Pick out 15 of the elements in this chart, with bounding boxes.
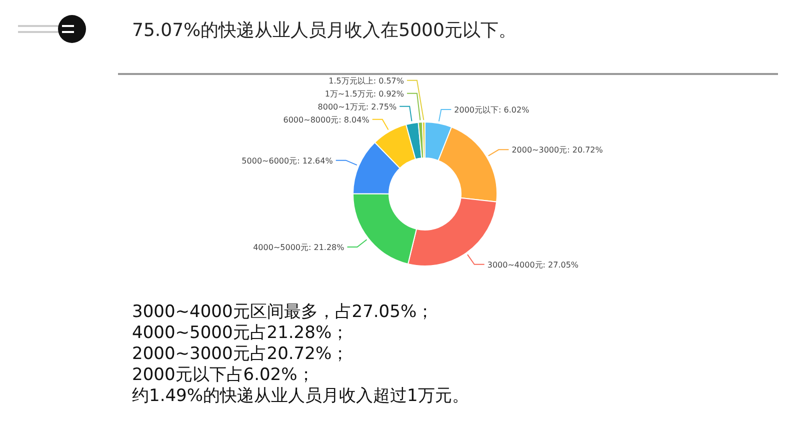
slice-label: 6000~8000元: 8.04% [283, 115, 370, 124]
slice-label: 3000~4000元: 27.05% [487, 260, 579, 270]
text: 3000~4000元区间最多，占27.05%； [132, 302, 434, 322]
chart-title: 75.07%的快递从业人员月收入在5000元以下。 [132, 20, 516, 41]
text: 2000元以下占6.02%； [132, 365, 314, 385]
slice-label: 2000元以下: 6.02% [454, 106, 530, 115]
text: 4000~5000元占21.28%； [132, 323, 349, 343]
slice-label: 1.5万元以上: 0.57% [328, 76, 404, 86]
slice-label: 2000~3000元: 20.72% [512, 146, 604, 155]
slice-label: 4000~5000元: 21.28% [253, 242, 345, 252]
slice-label: 8000~1万元: 2.75% [318, 102, 397, 112]
slice-label: 1万~1.5万元: 0.92% [324, 89, 404, 98]
text: 2000~3000元占20.72%； [132, 344, 349, 364]
slice-label: 5000~6000元: 12.64% [242, 156, 334, 166]
text: 约1.49%的快递从业人员月收入超过1万元。 [132, 386, 469, 406]
